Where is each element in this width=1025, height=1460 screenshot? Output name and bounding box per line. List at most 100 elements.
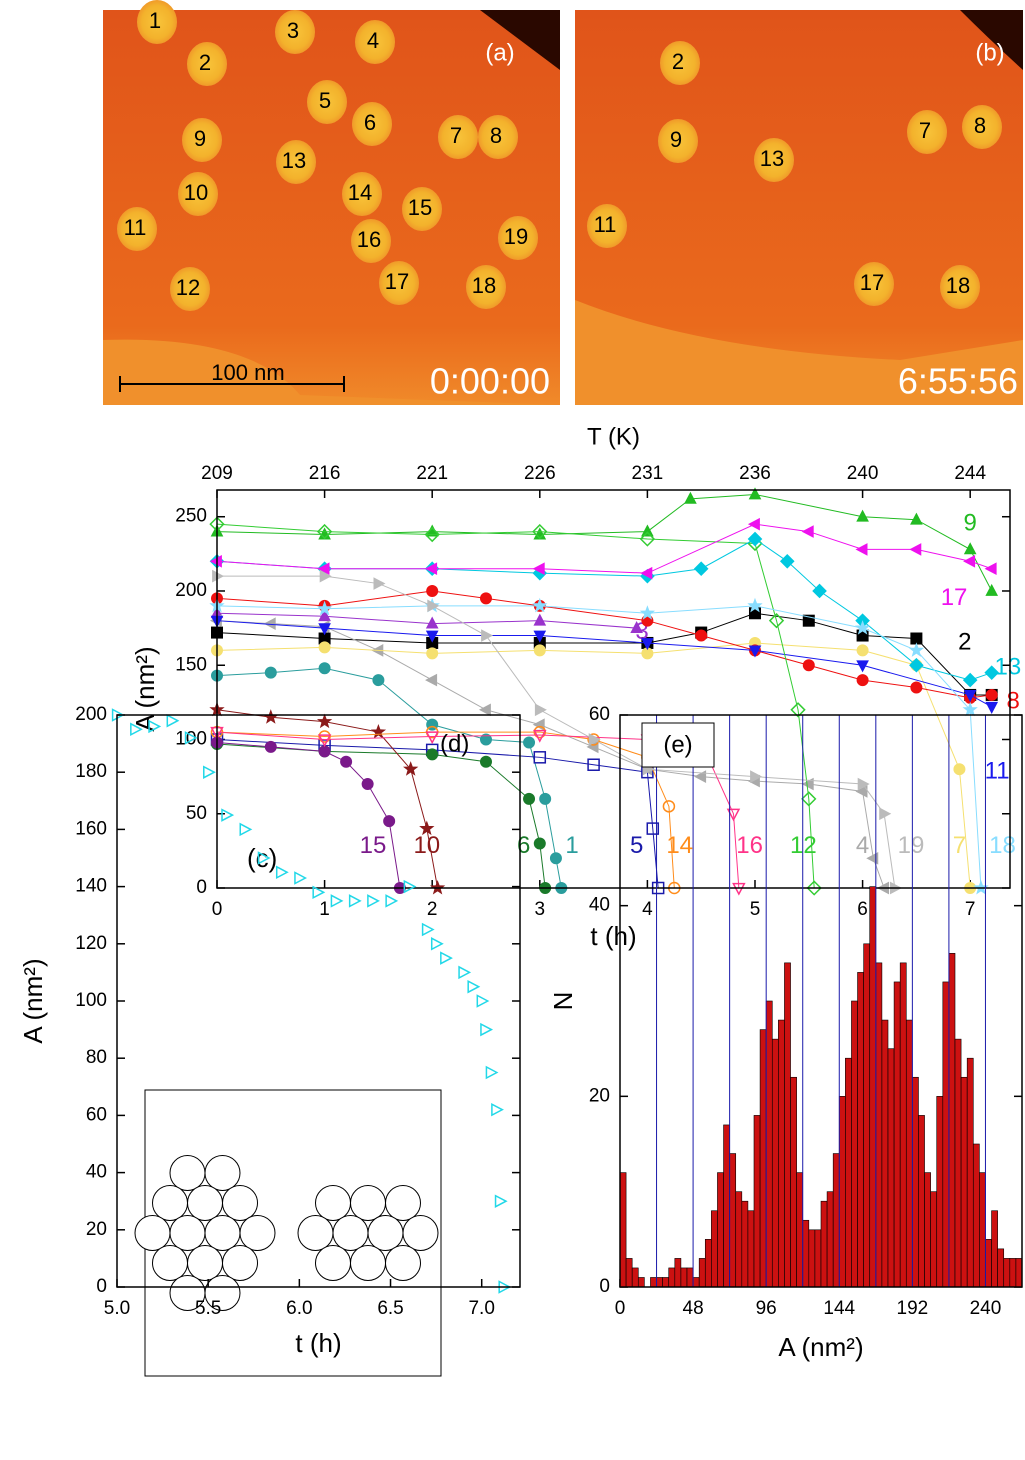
- island: [940, 265, 980, 309]
- x-tick-label: 2: [427, 899, 438, 920]
- point: [748, 645, 762, 658]
- point: [639, 605, 656, 620]
- point: [491, 1102, 504, 1117]
- bar: [857, 972, 864, 1288]
- point: [693, 561, 709, 577]
- point: [430, 937, 444, 951]
- point: [264, 666, 277, 679]
- point: [275, 865, 289, 880]
- bar: [838, 1096, 846, 1288]
- point: [257, 851, 271, 865]
- island-label: 17: [385, 269, 409, 294]
- x2-axis-label: T (K): [587, 423, 640, 450]
- point: [318, 623, 331, 636]
- bar: [930, 1191, 938, 1288]
- x2-tick-label: 226: [524, 463, 556, 484]
- point: [646, 822, 660, 835]
- series-line: [216, 612, 992, 696]
- atom: [187, 1185, 223, 1221]
- bar: [960, 1076, 968, 1288]
- point: [481, 629, 494, 642]
- point: [963, 690, 977, 703]
- point: [533, 644, 546, 657]
- y-tick-label: 40: [589, 895, 610, 916]
- point: [316, 713, 333, 729]
- island-label: 7: [450, 123, 462, 148]
- bar: [753, 1115, 761, 1288]
- bar: [796, 1172, 804, 1288]
- point: [802, 614, 815, 627]
- island-label: 10: [184, 180, 208, 205]
- x-axis-label: A (nm²): [778, 1332, 863, 1362]
- point: [962, 701, 978, 717]
- bar: [747, 1210, 755, 1288]
- bar: [845, 1057, 852, 1288]
- island-label: 13: [760, 146, 784, 171]
- panel-label: (d): [440, 730, 469, 757]
- island: [178, 172, 218, 216]
- point: [801, 791, 817, 807]
- series-line: [217, 575, 896, 889]
- panel-label: (e): [663, 731, 692, 758]
- point: [130, 722, 143, 737]
- bar: [704, 1239, 712, 1288]
- point: [779, 553, 795, 569]
- island: [402, 187, 442, 231]
- island-label: 14: [348, 180, 372, 205]
- island: [587, 204, 627, 248]
- island: [117, 207, 157, 251]
- point: [348, 894, 362, 908]
- y-tick-label: 60: [589, 704, 610, 725]
- atom: [222, 1185, 258, 1221]
- bar: [948, 953, 956, 1288]
- x2-tick-label: 236: [739, 463, 771, 484]
- atom: [385, 1185, 421, 1221]
- series-line: [216, 523, 815, 889]
- island: [962, 105, 1002, 149]
- x-tick-label: 0: [615, 1298, 626, 1319]
- bar: [680, 1267, 688, 1288]
- bar: [711, 1210, 718, 1288]
- point: [910, 681, 923, 694]
- island: [342, 172, 382, 216]
- point: [908, 642, 925, 657]
- y-tick-label: 120: [75, 933, 107, 954]
- point: [476, 994, 490, 1008]
- island: [660, 41, 700, 85]
- bar: [924, 1172, 931, 1288]
- point: [984, 665, 1000, 680]
- series-label: 7: [953, 832, 966, 859]
- point: [316, 523, 333, 540]
- bar: [997, 1248, 1005, 1288]
- point: [425, 616, 439, 629]
- point: [533, 613, 547, 626]
- point: [318, 641, 331, 654]
- series-label: 16: [736, 832, 763, 859]
- x-tick-label: 7.0: [468, 1298, 494, 1319]
- point: [726, 808, 741, 822]
- point: [549, 852, 562, 865]
- y-tick-label: 40: [86, 1162, 107, 1183]
- bar: [869, 886, 877, 1288]
- x2-tick-label: 244: [954, 463, 986, 484]
- y-tick-label: 20: [86, 1219, 107, 1240]
- point: [403, 879, 417, 894]
- point: [684, 491, 697, 504]
- point: [426, 584, 439, 597]
- series-label: 1: [565, 832, 578, 859]
- bar: [851, 1000, 858, 1288]
- island: [658, 119, 698, 163]
- atom: [297, 1215, 334, 1251]
- point: [523, 792, 536, 805]
- bar: [723, 1124, 730, 1288]
- point: [953, 763, 966, 776]
- island-label: 5: [319, 88, 331, 113]
- plot-frame: [116, 714, 521, 1288]
- y-axis-label: A (nm²): [130, 646, 160, 731]
- bar: [656, 1277, 663, 1288]
- point: [856, 660, 869, 673]
- point: [467, 979, 481, 994]
- bar: [887, 1048, 895, 1288]
- island: [355, 20, 395, 64]
- point: [534, 703, 547, 717]
